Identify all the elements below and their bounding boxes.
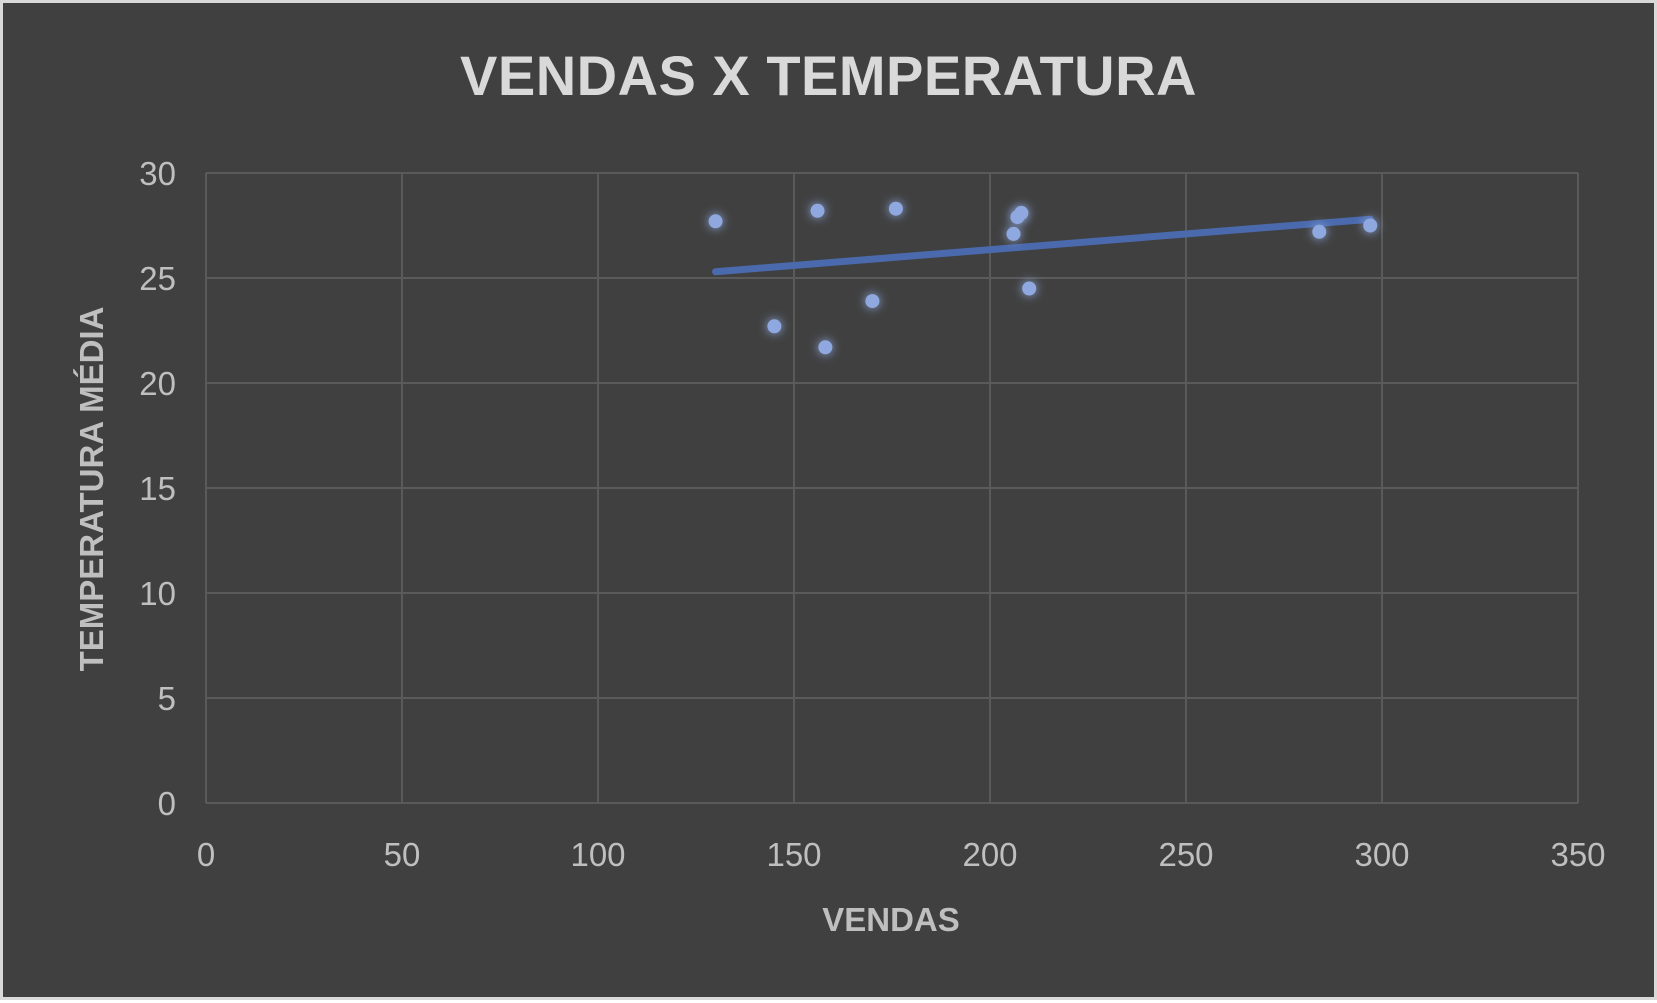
- x-tick-label: 200: [962, 836, 1017, 873]
- y-tick-label: 25: [139, 260, 176, 297]
- y-tick-label: 0: [158, 785, 176, 822]
- chart-title: VENDAS X TEMPERATURA: [459, 44, 1197, 107]
- y-tick-label: 5: [158, 680, 176, 717]
- data-point: [708, 214, 723, 229]
- x-tick-label: 50: [384, 836, 421, 873]
- x-tick-label: 100: [570, 836, 625, 873]
- x-tick-label: 0: [197, 836, 215, 873]
- data-point: [1006, 226, 1021, 241]
- y-tick-label: 10: [139, 575, 176, 612]
- data-points-layer: [708, 201, 1378, 355]
- y-tick-label: 15: [139, 470, 176, 507]
- data-point: [818, 340, 833, 355]
- data-point: [810, 203, 825, 218]
- trendline-layer: [712, 215, 1374, 276]
- data-point: [888, 201, 903, 216]
- x-tick-label: 350: [1550, 836, 1605, 873]
- x-tick-label: 150: [766, 836, 821, 873]
- y-tick-label: 30: [139, 155, 176, 192]
- grid-layer: [205, 172, 1579, 804]
- x-tick-label: 250: [1158, 836, 1213, 873]
- y-tick-label: 20: [139, 365, 176, 402]
- data-point: [1022, 281, 1037, 296]
- x-tick-label: 300: [1354, 836, 1409, 873]
- data-point: [1014, 205, 1029, 220]
- y-axis-title: TEMPERATURA MÉDIA: [73, 307, 110, 672]
- data-point: [1363, 218, 1378, 233]
- trendline: [712, 215, 1374, 276]
- data-point: [1312, 224, 1327, 239]
- data-point: [767, 319, 782, 334]
- x-axis-title: VENDAS: [822, 901, 960, 938]
- data-point: [865, 294, 880, 309]
